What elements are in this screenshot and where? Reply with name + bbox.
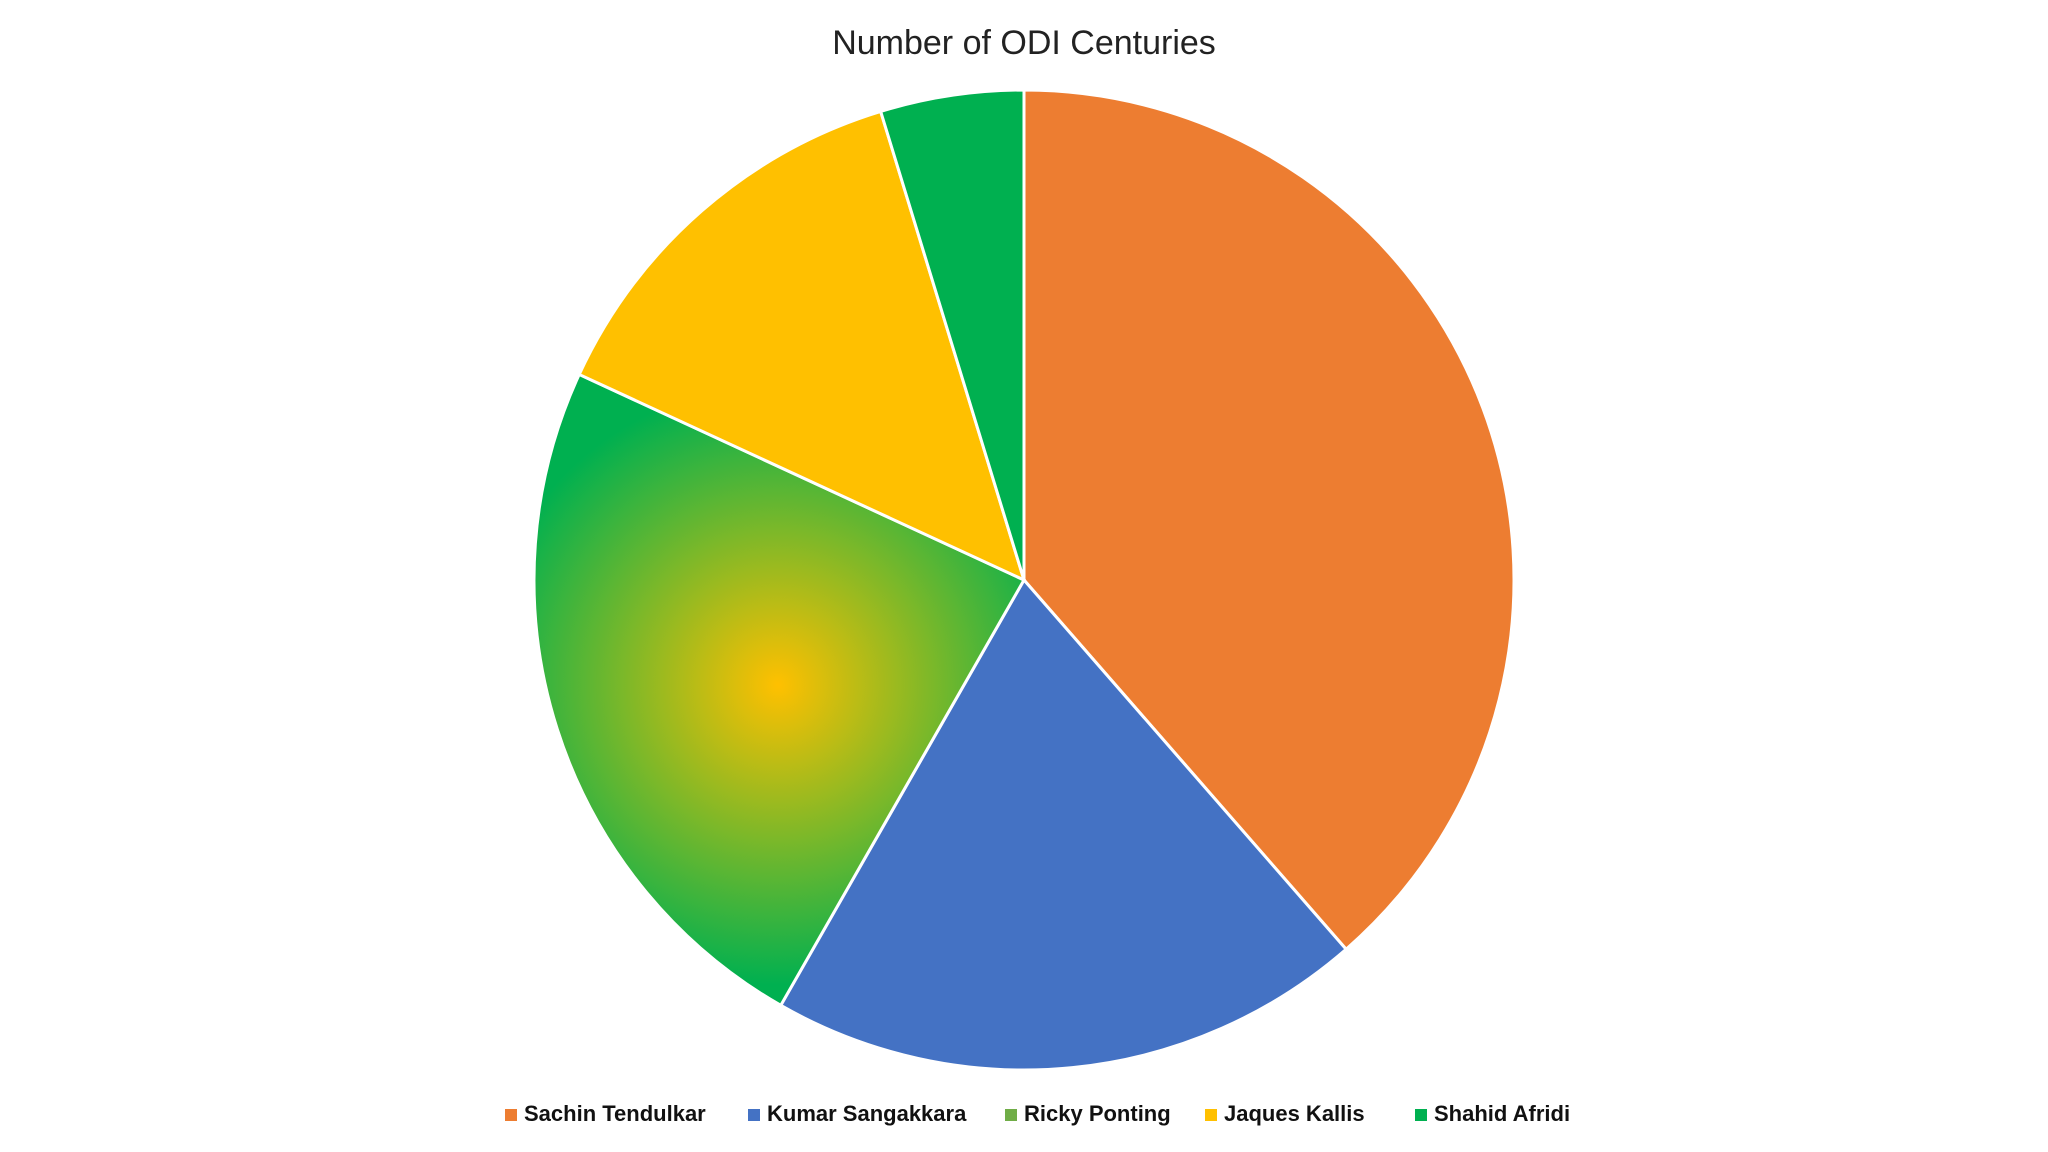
legend: Sachin Tendulkar Kumar Sangakkara Ricky Po… bbox=[505, 1101, 1570, 1126]
legend-swatch-shahid-afridi bbox=[1415, 1109, 1427, 1121]
pie-slice-jaques-kallis bbox=[577, 109, 1027, 583]
pie-slice-sachin-tendulkar bbox=[1022, 88, 1516, 952]
pie-slice-kumar-sangakkara bbox=[778, 577, 1349, 1072]
chart-title: Number of ODI Centuries bbox=[832, 24, 1216, 62]
legend-label-jaques-kallis: Jaques Kallis bbox=[1224, 1101, 1365, 1126]
legend-swatch-ricky-ponting bbox=[1005, 1109, 1017, 1121]
legend-swatch-jaques-kallis bbox=[1205, 1109, 1217, 1121]
legend-label-ricky-ponting: Ricky Ponting bbox=[1024, 1101, 1171, 1126]
pie-slices bbox=[532, 88, 1516, 1072]
pie-slice-ricky-ponting bbox=[532, 372, 1027, 1008]
legend-label-kumar-sangakkara: Kumar Sangakkara bbox=[767, 1101, 967, 1126]
legend-label-sachin-tendulkar: Sachin Tendulkar bbox=[524, 1101, 706, 1126]
pie-slice-shahid-afridi bbox=[878, 88, 1026, 581]
legend-swatch-sachin-tendulkar bbox=[505, 1109, 517, 1121]
legend-swatch-kumar-sangakkara bbox=[748, 1109, 760, 1121]
legend-label-shahid-afridi: Shahid Afridi bbox=[1434, 1101, 1570, 1126]
